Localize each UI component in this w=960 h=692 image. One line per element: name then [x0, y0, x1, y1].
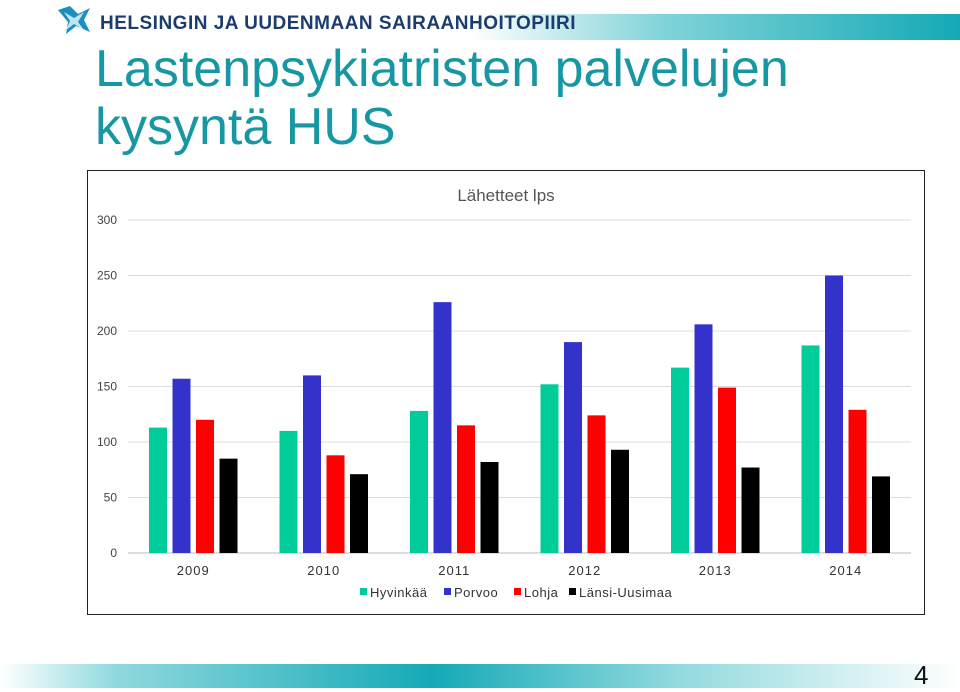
- bar: [279, 430, 298, 553]
- y-tick-label: 150: [97, 380, 117, 394]
- y-tick-label: 250: [97, 269, 117, 283]
- y-tick-label: 50: [104, 491, 118, 505]
- bar: [564, 342, 582, 553]
- bar: [480, 461, 499, 553]
- slide-title: Lastenpsykiatristen palvelujen kysyntä H…: [95, 40, 789, 156]
- bar: [196, 419, 214, 553]
- chart-frame: Lähetteet lps 0 50 100 150 200 250 300 2009 2010 2…: [87, 170, 925, 615]
- x-tick-label: 2009: [177, 563, 210, 578]
- x-tick-label: 2014: [829, 563, 862, 578]
- x-tick-label: 2011: [438, 563, 470, 578]
- header-gradient-band: [470, 14, 960, 40]
- hus-logo-icon: [58, 6, 90, 34]
- page-number: 4: [914, 660, 929, 690]
- bar: [303, 375, 321, 553]
- bar: [694, 324, 713, 553]
- bar: [801, 345, 820, 553]
- x-tick-label: 2013: [699, 563, 732, 578]
- bar: [433, 302, 452, 553]
- y-tick-label: 100: [97, 435, 117, 449]
- legend-label: Hyvinkää: [370, 585, 428, 600]
- bar: [540, 384, 559, 553]
- bar: [718, 387, 736, 553]
- y-tick-label: 0: [110, 546, 117, 560]
- legend-swatch: [444, 588, 451, 595]
- bar: [671, 367, 689, 553]
- bar: [326, 455, 345, 553]
- y-tick-label: 200: [97, 324, 117, 338]
- x-tick-label: 2012: [568, 563, 601, 578]
- bar: [457, 425, 475, 553]
- bar: [219, 458, 238, 553]
- bar: [741, 467, 760, 553]
- bar: [611, 449, 629, 553]
- bar: [848, 409, 867, 553]
- bar: [172, 378, 191, 553]
- chart-title: Lähetteet lps: [457, 186, 554, 205]
- legend-swatch: [569, 588, 576, 595]
- legend-label: Porvoo: [454, 585, 498, 600]
- bar: [587, 415, 606, 553]
- bar: [149, 427, 167, 553]
- bar: [872, 476, 890, 553]
- bar: [825, 275, 843, 553]
- legend-swatch: [514, 588, 521, 595]
- bar: [350, 474, 368, 553]
- legend-label: Lohja: [524, 585, 559, 600]
- organization-name: HELSINGIN JA UUDENMAAN SAIRAANHOITOPIIRI: [100, 13, 577, 34]
- bar: [410, 410, 428, 553]
- legend-label: Länsi-Uusimaa: [579, 585, 672, 600]
- y-tick-label: 300: [97, 213, 117, 227]
- x-tick-label: 2010: [307, 563, 340, 578]
- footer-gradient-band: [0, 664, 960, 688]
- legend-swatch: [360, 588, 367, 595]
- bar-chart: Lähetteet lps 0 50 100 150 200 250 300 2009 2010 2…: [97, 186, 911, 600]
